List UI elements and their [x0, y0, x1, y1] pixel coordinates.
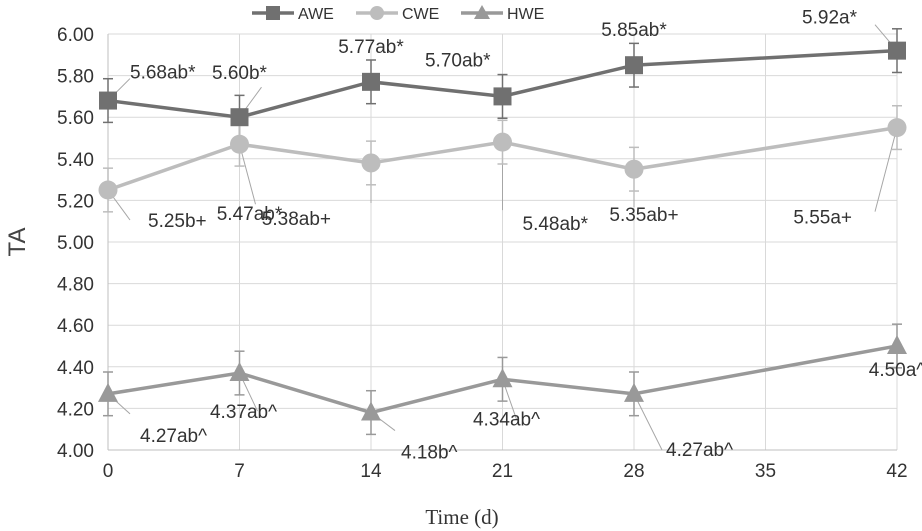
- data-point-hwe: [361, 401, 381, 421]
- y-tick-label: 5.00: [57, 233, 94, 254]
- y-tick-label: 4.20: [57, 399, 94, 420]
- series-line-hwe: [107, 344, 898, 415]
- y-tick-label: 4.60: [57, 316, 94, 337]
- legend-label: CWE: [402, 6, 439, 23]
- axes: 4.00 4.20 4.40 4.60 4.80 5.00 5.20 5.40 5.60 5.80…: [57, 25, 908, 482]
- data-point-cwe: [887, 118, 907, 138]
- data-point-hwe: [624, 382, 644, 402]
- legend-triangle-marker: [474, 5, 490, 19]
- data-label: 5.38ab+: [262, 209, 331, 230]
- series-line-cwe: [107, 125, 898, 192]
- data-label: 4.27ab^: [140, 426, 207, 447]
- data-label: 5.85ab*: [601, 20, 667, 41]
- y-tick-label: 4.80: [57, 275, 94, 296]
- data-label: 5.60b*: [212, 63, 268, 84]
- legend-circle-marker: [370, 6, 384, 20]
- data-point-cwe: [230, 134, 249, 154]
- data-point-awe: [493, 87, 512, 106]
- series-line-awe: [107, 48, 898, 119]
- data-label: 5.48ab*: [523, 214, 589, 235]
- data-labels: 5.68ab* 5.60b* 5.77ab* 5.70ab* 5.85ab* 5.92a*…: [130, 8, 922, 464]
- x-axis-title: Time (d): [425, 505, 498, 529]
- data-point-hwe: [98, 382, 118, 402]
- data-label: 5.70ab*: [425, 50, 491, 71]
- data-label: 4.18b^: [401, 443, 458, 464]
- data-point-hwe: [887, 335, 907, 354]
- x-tick-label: 21: [492, 461, 513, 482]
- y-tick-label: 4.40: [57, 358, 94, 379]
- legend: AWE CWE HWE: [252, 5, 544, 23]
- y-tick-label: 5.40: [57, 150, 94, 171]
- leader-line: [239, 144, 256, 205]
- data-point-cwe: [361, 153, 381, 173]
- data-point-awe: [625, 56, 643, 75]
- data-label: 5.92a*: [802, 8, 858, 29]
- legend-label: AWE: [298, 6, 334, 23]
- leader-line: [874, 127, 898, 212]
- series-markers: [98, 41, 907, 421]
- data-label: 5.77ab*: [338, 37, 404, 58]
- x-tick-label: 42: [886, 461, 907, 482]
- x-tick-label: 28: [623, 461, 644, 482]
- y-tick-label: 5.80: [57, 67, 94, 88]
- data-point-hwe: [229, 362, 250, 382]
- data-label: 4.27ab^: [666, 440, 733, 461]
- leader-line: [633, 393, 663, 451]
- data-point-awe: [888, 41, 906, 60]
- data-label: 5.25b+: [148, 211, 207, 232]
- legend-label: HWE: [507, 6, 544, 23]
- data-point-hwe: [492, 368, 513, 388]
- y-tick-label: 4.00: [57, 441, 94, 462]
- data-point-awe: [99, 91, 117, 110]
- data-label: 5.68ab*: [130, 63, 196, 84]
- series-lines: [107, 48, 898, 415]
- data-point-awe: [362, 72, 380, 91]
- data-label: 4.37ab^: [210, 402, 277, 423]
- data-label: 5.55a+: [793, 208, 852, 229]
- data-label: 5.47ab*: [217, 204, 283, 225]
- data-point-cwe: [98, 180, 118, 200]
- x-tick-label: 14: [360, 461, 382, 482]
- y-tick-label: 6.00: [57, 25, 94, 46]
- data-label: 4.34ab^: [473, 409, 540, 430]
- data-point-cwe: [624, 159, 644, 179]
- x-tick-label: 0: [103, 461, 114, 482]
- data-point-awe: [230, 108, 249, 127]
- y-axis-title: TA: [4, 228, 31, 257]
- x-tick-label: 7: [234, 461, 245, 482]
- legend-square-marker: [266, 6, 280, 20]
- data-point-cwe: [493, 132, 512, 152]
- data-label: 5.35ab+: [609, 205, 678, 226]
- y-tick-label: 5.60: [57, 108, 94, 129]
- y-tick-label: 5.20: [57, 191, 94, 212]
- data-label: 4.50a^: [869, 360, 922, 381]
- x-tick-label: 35: [755, 461, 776, 482]
